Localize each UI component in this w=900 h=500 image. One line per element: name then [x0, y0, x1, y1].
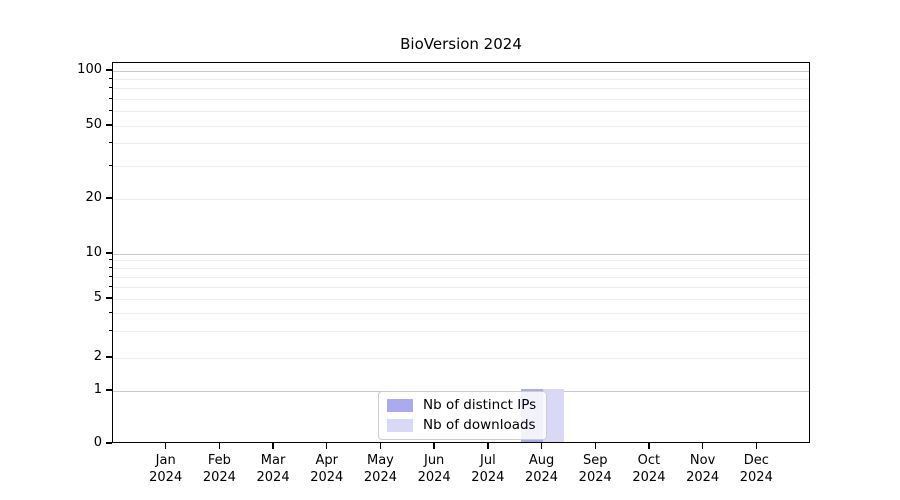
gridline-minor — [113, 267, 809, 269]
x-tick-mark — [218, 443, 221, 449]
x-tick-label: Sep 2024 — [578, 453, 612, 485]
x-tick-label: Oct 2024 — [632, 453, 666, 485]
y-minor-tick-mark — [108, 275, 112, 277]
y-minor-tick-mark — [108, 77, 112, 79]
x-tick-label: Jul 2024 — [471, 453, 505, 485]
y-tick-label: 50 — [85, 117, 102, 132]
x-tick-mark — [701, 443, 704, 449]
legend-item: Nb of distinct IPs — [387, 398, 536, 413]
x-tick-mark — [164, 443, 167, 449]
gridline-minor — [113, 286, 809, 288]
y-tick-mark — [105, 69, 112, 71]
y-tick-mark — [105, 297, 112, 299]
x-tick-mark — [540, 443, 543, 449]
gridline-minor — [113, 78, 809, 80]
y-tick-label: 100 — [77, 62, 102, 77]
plot-area: Nb of distinct IPs Nb of downloads — [112, 62, 810, 443]
y-minor-tick-mark — [108, 266, 112, 268]
legend-item: Nb of downloads — [387, 418, 536, 433]
y-tick-label: 2 — [93, 349, 102, 364]
y-minor-tick-mark — [108, 110, 112, 112]
gridline-minor — [113, 166, 809, 168]
gridline-y-2 — [113, 357, 809, 359]
y-tick-mark — [105, 124, 112, 126]
y-minor-tick-mark — [108, 285, 112, 287]
gridline-y-5 — [113, 298, 809, 300]
gridline-minor — [113, 111, 809, 113]
x-tick-label: Mar 2024 — [256, 453, 290, 485]
y-minor-tick-mark — [108, 259, 112, 261]
x-tick-mark — [487, 443, 489, 449]
gridline-minor — [113, 260, 809, 262]
gridline-y-50 — [113, 125, 809, 127]
legend-swatch-icon — [387, 399, 413, 412]
y-minor-tick-mark — [108, 97, 112, 99]
x-tick-mark — [272, 443, 274, 449]
legend-swatch-icon — [387, 419, 413, 432]
x-tick-mark — [379, 443, 382, 449]
gridline-y-100 — [113, 70, 809, 72]
x-tick-label: May 2024 — [363, 453, 397, 485]
x-tick-label: Feb 2024 — [202, 453, 236, 485]
x-tick-mark — [594, 443, 596, 449]
gridline-minor — [113, 88, 809, 90]
x-tick-label: Apr 2024 — [310, 453, 344, 485]
y-tick-mark — [105, 197, 112, 199]
gridline-minor — [113, 98, 809, 100]
x-tick-mark — [755, 443, 757, 449]
gridline-minor — [113, 143, 809, 145]
legend: Nb of distinct IPs Nb of downloads — [378, 391, 548, 440]
y-minor-tick-mark — [108, 165, 112, 167]
y-tick-label: 20 — [85, 190, 102, 205]
y-tick-label: 10 — [85, 245, 102, 260]
y-minor-tick-mark — [108, 311, 112, 313]
x-tick-mark — [326, 443, 328, 449]
y-tick-mark — [105, 356, 112, 358]
legend-label: Nb of downloads — [423, 417, 536, 433]
x-tick-mark — [433, 443, 435, 449]
chart-title: BioVersion 2024 — [400, 35, 522, 53]
x-tick-label: Aug 2024 — [524, 453, 559, 485]
x-tick-label: Jun 2024 — [417, 453, 451, 485]
gridline-minor — [113, 331, 809, 333]
legend-label: Nb of distinct IPs — [423, 397, 537, 413]
y-tick-mark — [105, 389, 112, 391]
x-tick-label: Nov 2024 — [686, 453, 720, 485]
gridline-y-20 — [113, 198, 809, 200]
y-tick-label: 5 — [93, 290, 102, 305]
x-tick-mark — [648, 443, 650, 449]
y-tick-label: 0 — [93, 435, 102, 450]
y-minor-tick-mark — [108, 330, 112, 332]
y-tick-mark — [105, 252, 112, 254]
x-tick-label: Dec 2024 — [739, 453, 773, 485]
y-minor-tick-mark — [108, 142, 112, 144]
y-minor-tick-mark — [108, 87, 112, 89]
gridline-minor — [113, 276, 809, 278]
gridline-minor — [113, 312, 809, 314]
x-tick-label: Jan 2024 — [149, 453, 183, 485]
y-tick-label: 1 — [93, 382, 102, 397]
bar-downloads-aug-2024 — [542, 389, 565, 442]
gridline-y-10 — [113, 253, 809, 255]
y-tick-mark — [105, 442, 112, 444]
